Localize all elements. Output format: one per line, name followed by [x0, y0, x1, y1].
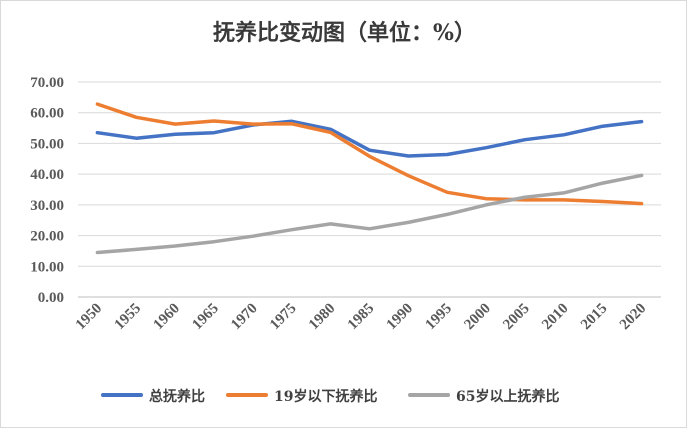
- y-tick-label: 70.00: [30, 75, 64, 91]
- legend-swatch-series-3: [408, 393, 450, 397]
- legend-label-series-2: 19岁以下抚养比: [274, 389, 378, 405]
- legend-item-series-3: 65岁以上抚养比: [408, 383, 559, 411]
- x-tick-label: 2015: [578, 301, 611, 334]
- y-tick-label: 10.00: [30, 259, 64, 275]
- x-tick-label: 1975: [267, 301, 300, 334]
- y-tick-label: 30.00: [30, 198, 64, 214]
- chart-title: 抚养比变动图（单位：%）: [213, 20, 476, 46]
- x-tick-label: 1995: [423, 301, 456, 334]
- x-tick-label: 1960: [150, 301, 183, 334]
- series-line-1: [95, 119, 644, 158]
- series-line-3: [95, 173, 644, 255]
- y-tick-label: 20.00: [30, 229, 64, 245]
- legend-label-series-1: 总抚养比: [149, 389, 205, 405]
- legend-item-series-1: 总抚养比: [101, 383, 205, 411]
- x-tick-label: 1970: [228, 301, 261, 334]
- y-tick-label: 0.00: [38, 290, 64, 306]
- x-tick-label: 2000: [461, 301, 494, 334]
- x-tick-label: 1980: [306, 301, 339, 334]
- legend-swatch-series-2: [226, 393, 268, 397]
- legend-label-series-3: 65岁以上抚养比: [456, 389, 560, 405]
- x-tick-label: 1990: [384, 301, 417, 334]
- x-tick-label: 2020: [617, 301, 650, 334]
- x-tick-label: 1955: [112, 301, 145, 334]
- x-tick-label: 1985: [345, 301, 378, 334]
- x-tick-label: 1950: [73, 301, 106, 334]
- chart-legend: 总抚养比 19岁以下抚养比 65岁以上抚养比: [1, 383, 687, 411]
- y-tick-label: 60.00: [30, 106, 64, 122]
- y-tick-label: 40.00: [30, 167, 64, 183]
- series-line-2: [95, 102, 644, 206]
- x-tick-label: 1965: [189, 301, 222, 334]
- y-tick-label: 50.00: [30, 136, 64, 152]
- x-tick-label: 2005: [500, 301, 533, 334]
- x-tick-label: 2010: [539, 301, 572, 334]
- legend-swatch-series-1: [101, 393, 143, 397]
- legend-item-series-2: 19岁以下抚养比: [226, 383, 377, 411]
